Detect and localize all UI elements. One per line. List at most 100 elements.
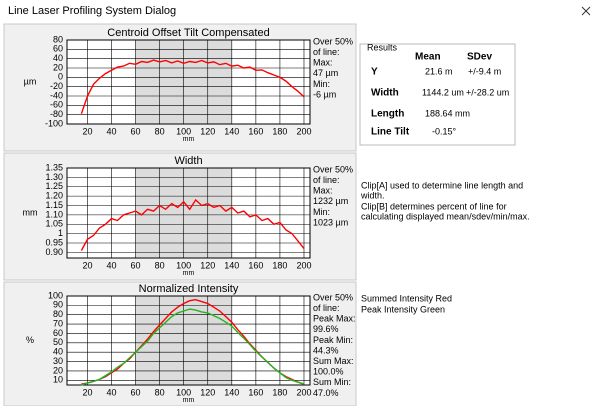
x-tick-label: 160 xyxy=(248,260,263,270)
x-tick-label: 20 xyxy=(82,260,92,270)
y-tick-label: 90 xyxy=(53,300,63,310)
stat-text: Over 50% xyxy=(313,292,353,302)
x-tick-label: 20 xyxy=(82,126,92,136)
x-tick-label: 120 xyxy=(200,387,215,397)
y-axis-label: µm xyxy=(24,76,37,86)
chart-title: Width xyxy=(174,155,202,167)
y-tick-label: 1.30 xyxy=(45,172,63,182)
y-tick-label: 40 xyxy=(53,347,63,357)
y-axis-label: mm xyxy=(23,207,38,217)
x-tick-label: 80 xyxy=(155,126,165,136)
x-tick-label: 40 xyxy=(107,387,117,397)
y-tick-label: 50 xyxy=(53,337,63,347)
x-tick-label: 100 xyxy=(176,260,191,270)
plot-border xyxy=(66,39,311,125)
stat-text: Over 50% xyxy=(313,164,353,174)
stat-text: 44.3% xyxy=(313,345,339,355)
stat-text: Sum Min: xyxy=(313,377,351,387)
x-tick-label: 200 xyxy=(296,387,311,397)
x-tick-label: 160 xyxy=(248,387,263,397)
x-tick-label: 40 xyxy=(107,126,117,136)
y-tick-label: 60 xyxy=(53,328,63,338)
y-tick-label: 0 xyxy=(58,72,63,82)
y-axis-label: % xyxy=(26,335,34,345)
y-tick-label: 1.25 xyxy=(45,181,63,191)
results-box xyxy=(359,43,516,146)
x-tick-label: 100 xyxy=(176,387,191,397)
x-tick-label: 60 xyxy=(131,260,141,270)
y-tick-label: -60 xyxy=(50,100,63,110)
y-tick-label: 80 xyxy=(53,309,63,319)
results-label: Line Tilt xyxy=(371,127,410,138)
x-tick-label: 140 xyxy=(224,387,239,397)
results-value: +/-28.2 um xyxy=(466,87,509,97)
x-tick-label: 140 xyxy=(224,260,239,270)
data-line xyxy=(81,308,305,386)
stat-text: Over 50% xyxy=(313,36,353,46)
stat-text: 1023 µm xyxy=(313,217,348,227)
x-tick-label: 200 xyxy=(296,260,311,270)
x-axis-label: mm xyxy=(183,397,195,404)
y-tick-label: -80 xyxy=(50,109,63,119)
close-button[interactable] xyxy=(581,6,591,16)
y-tick-label: 1.10 xyxy=(45,209,63,219)
x-tick-label: 100 xyxy=(176,126,191,136)
x-tick-label: 180 xyxy=(272,260,287,270)
results-title: Results xyxy=(367,42,398,52)
results-value: -0.15° xyxy=(432,126,457,136)
x-tick-label: 140 xyxy=(224,126,239,136)
y-tick-label: 20 xyxy=(53,365,63,375)
results-value: 21.6 m xyxy=(425,66,453,76)
stat-text: Min: xyxy=(313,79,330,89)
y-tick-label: 40 xyxy=(53,53,63,63)
note: Clip[A] used to determine line length an… xyxy=(361,180,523,190)
y-tick-label: 60 xyxy=(53,44,63,54)
y-tick-label: -20 xyxy=(50,81,63,91)
x-tick-label: 120 xyxy=(200,260,215,270)
x-tick-label: 200 xyxy=(296,126,311,136)
x-tick-label: 40 xyxy=(107,260,117,270)
results-header: SDev xyxy=(467,52,492,63)
chart-title: Normalized Intensity xyxy=(139,283,239,295)
stat-text: 100.0% xyxy=(313,367,344,377)
plot-border xyxy=(66,167,311,259)
results-label: Length xyxy=(371,109,404,120)
note: width. xyxy=(360,190,385,200)
stat-text: Peak Min: xyxy=(313,335,353,345)
x-tick-label: 80 xyxy=(155,260,165,270)
stat-text: -6 µm xyxy=(313,89,336,99)
results-label: Y xyxy=(371,67,378,78)
results-value: +/-9.4 m xyxy=(468,66,501,76)
y-tick-label: 0.90 xyxy=(45,247,63,257)
results-value: 1144.2 um xyxy=(422,87,464,97)
stat-text: Peak Max: xyxy=(313,314,356,324)
stat-text: of line: xyxy=(313,175,340,185)
x-tick-label: 160 xyxy=(248,126,263,136)
x-tick-label: 180 xyxy=(272,387,287,397)
y-tick-label: 1.05 xyxy=(45,219,63,229)
plot-border xyxy=(66,295,311,386)
results-value: 188.64 mm xyxy=(425,108,470,118)
stat-text: Sum Max: xyxy=(313,356,354,366)
window-title: Line Laser Profiling System Dialog xyxy=(8,5,176,17)
y-tick-label: 1 xyxy=(58,228,63,238)
note: Clip[B] determines percent of line for xyxy=(361,201,507,211)
stat-text: 47 µm xyxy=(313,68,338,78)
legend-entry: Peak Intensity Green xyxy=(361,304,445,314)
y-tick-label: 1.15 xyxy=(45,200,63,210)
note: calculating displayed mean/sdev/min/max. xyxy=(361,211,530,221)
stat-text: Max: xyxy=(313,186,333,196)
data-line xyxy=(80,198,305,251)
x-tick-label: 20 xyxy=(82,387,92,397)
y-tick-label: 70 xyxy=(53,318,63,328)
y-tick-label: 80 xyxy=(53,34,63,44)
y-tick-label: 1.20 xyxy=(45,191,63,201)
stat-text: Min: xyxy=(313,207,330,217)
stat-text: of line: xyxy=(313,47,340,57)
x-axis-label: mm xyxy=(183,270,195,277)
stat-text: of line: xyxy=(313,303,340,313)
y-tick-label: 10 xyxy=(53,375,63,385)
x-axis-label: mm xyxy=(183,136,195,143)
data-line xyxy=(80,59,305,114)
y-tick-label: -40 xyxy=(50,90,63,100)
